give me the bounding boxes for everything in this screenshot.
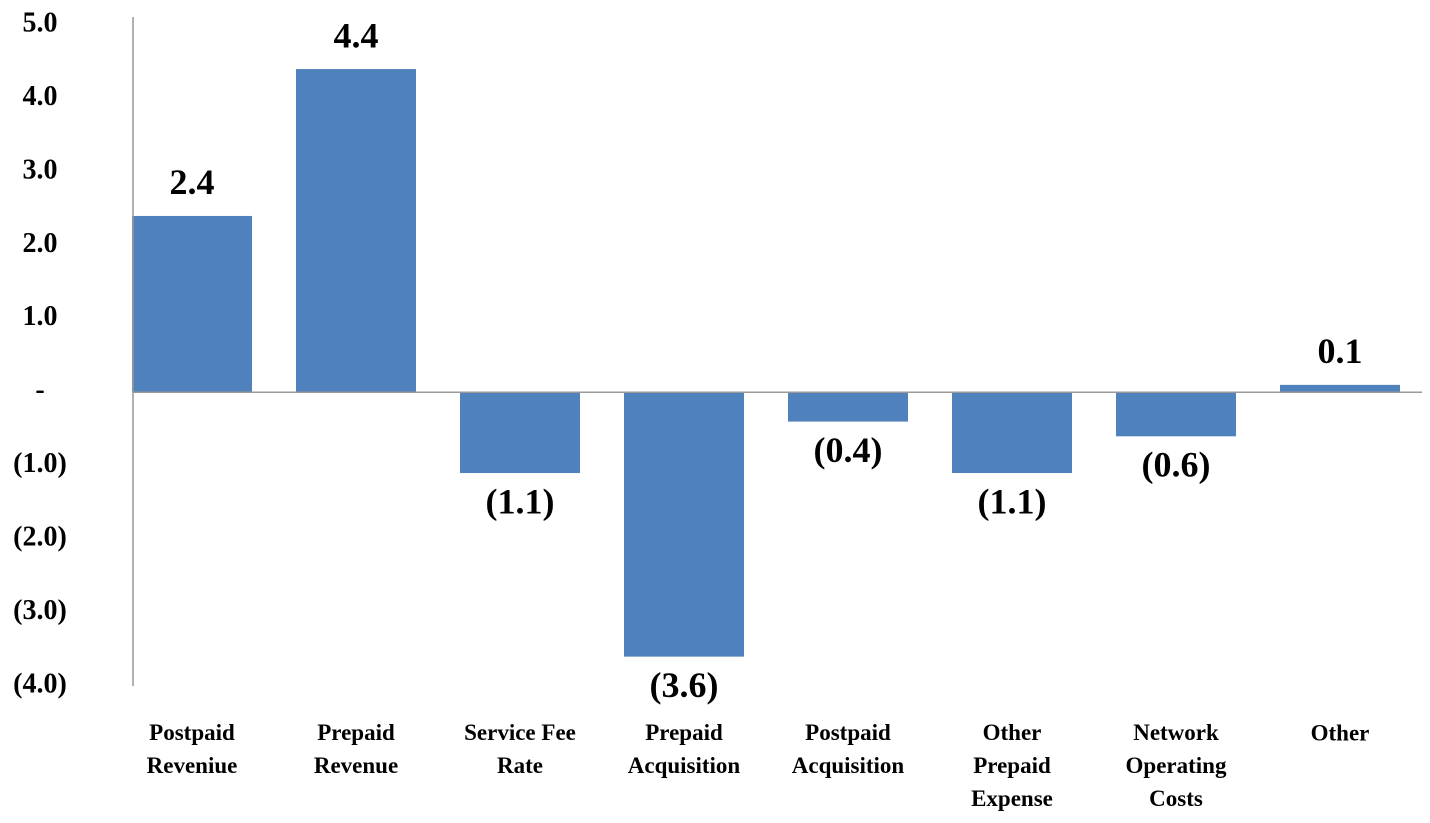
bar (296, 69, 416, 393)
bar (788, 392, 908, 422)
value-label: (0.4) (814, 430, 883, 470)
bar (624, 392, 744, 657)
value-label: (3.6) (650, 665, 719, 705)
x-tick-label: Network Operating Costs (1126, 720, 1227, 811)
bar (1116, 392, 1236, 437)
y-tick-label: 2.0 (23, 228, 58, 259)
y-tick-label: 4.0 (23, 81, 58, 112)
y-tick-label: (2.0) (13, 522, 67, 553)
value-label: 0.1 (1318, 331, 1363, 371)
x-tick-label: Other Prepaid Expense (971, 720, 1053, 811)
value-label: (1.1) (486, 481, 555, 521)
bar (952, 392, 1072, 474)
y-tick-label: (1.0) (13, 448, 67, 479)
value-label: 4.4 (334, 15, 379, 55)
x-tick-label: Other (1311, 720, 1370, 745)
value-label: (1.1) (978, 481, 1047, 521)
bar (460, 392, 580, 474)
y-tick-label: (4.0) (13, 668, 67, 699)
y-tick-label: 1.0 (23, 301, 58, 332)
y-tick-label: - (35, 375, 44, 406)
y-tick-label: 5.0 (23, 7, 58, 38)
bar (1280, 384, 1400, 393)
x-tick-label: Service Fee Rate (464, 720, 576, 778)
bar (132, 215, 252, 393)
x-tick-label: Prepaid Acquisition (628, 720, 741, 778)
value-label: (0.6) (1142, 445, 1211, 485)
x-tick-label: Postpaid Acquisition (792, 720, 905, 778)
value-label: 2.4 (170, 162, 215, 202)
x-tick-label: Prepaid Revenue (314, 720, 398, 778)
x-tick-label: Postpaid Reveniue (147, 720, 238, 778)
y-tick-label: 3.0 (23, 154, 58, 185)
y-tick-label: (3.0) (13, 595, 67, 626)
